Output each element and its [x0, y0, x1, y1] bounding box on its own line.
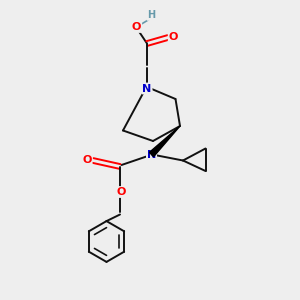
Text: O: O [132, 22, 141, 32]
Polygon shape [149, 126, 180, 157]
Text: O: O [169, 32, 178, 42]
Text: O: O [82, 155, 92, 165]
Text: O: O [116, 187, 126, 197]
Text: H: H [147, 10, 156, 20]
Text: N: N [142, 83, 152, 94]
Text: N: N [147, 149, 156, 160]
